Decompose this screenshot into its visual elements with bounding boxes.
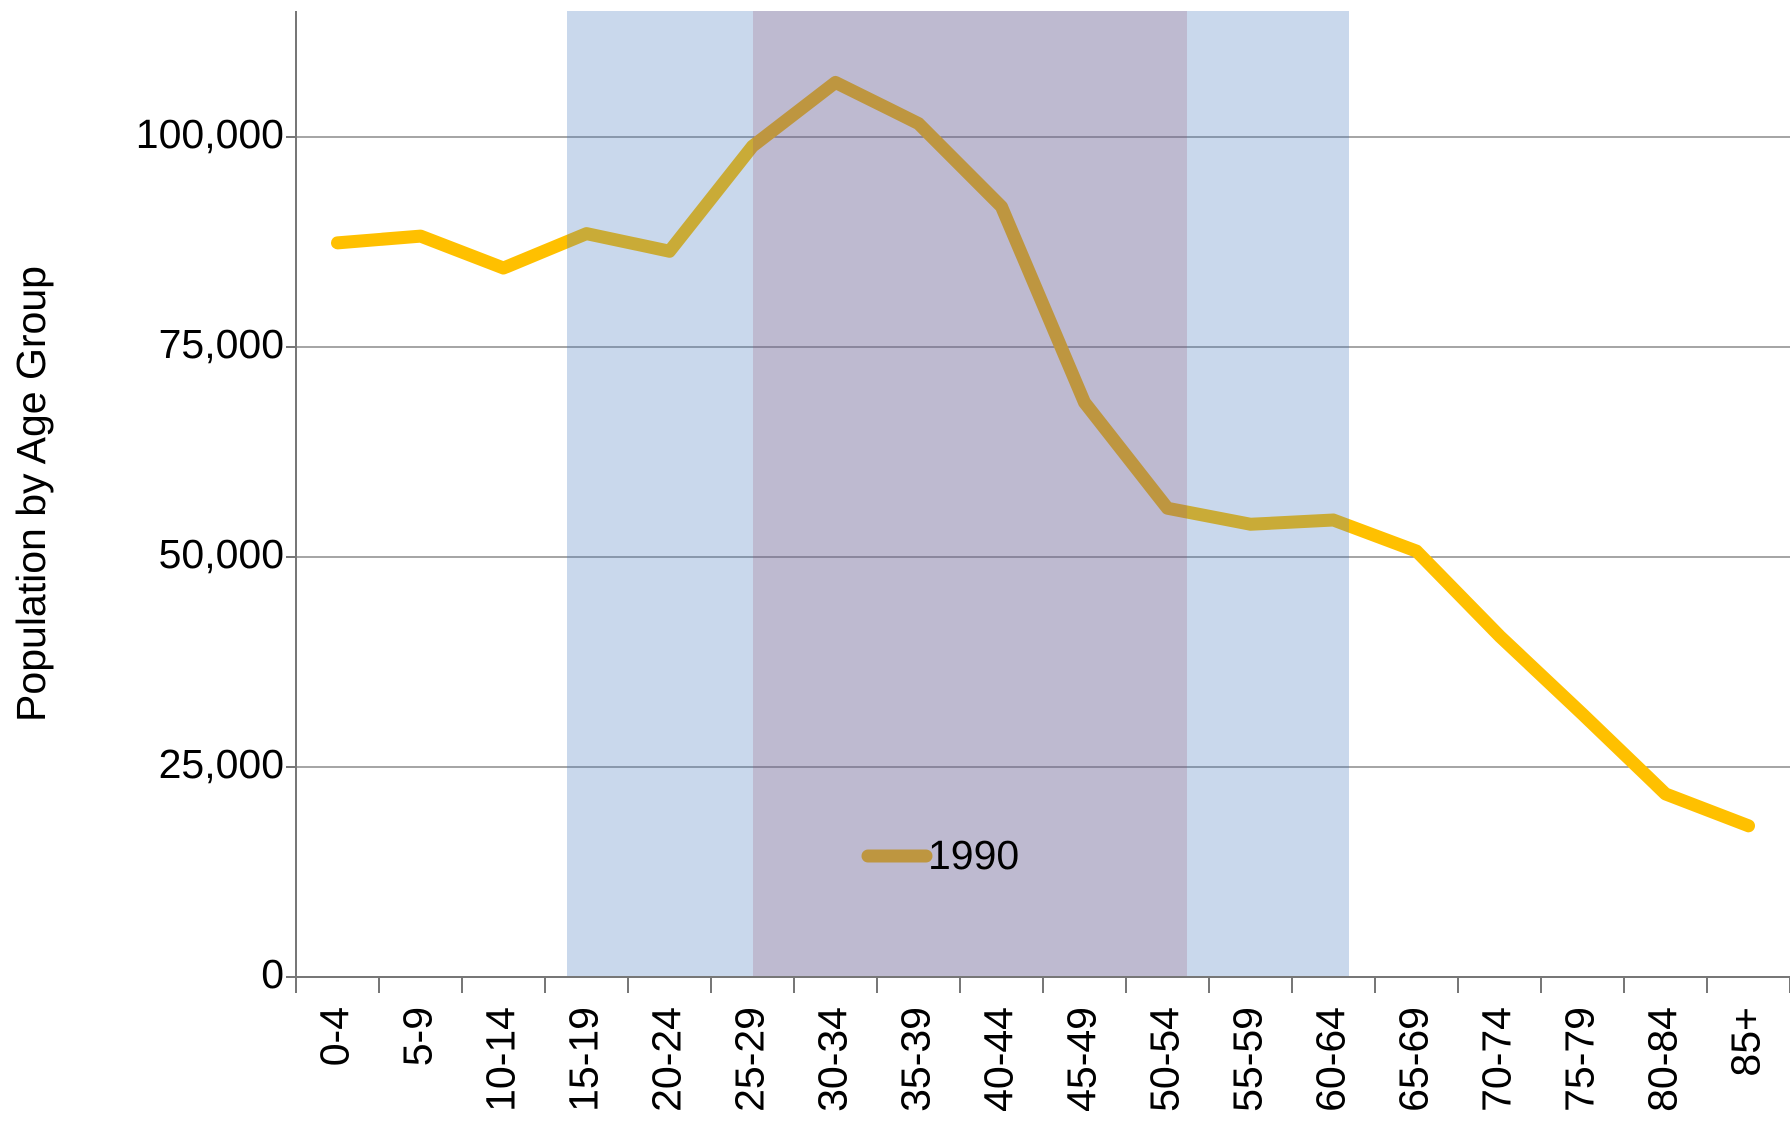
x-tick-label: 65-69 <box>1390 1007 1436 1112</box>
series-layer <box>331 75 1755 863</box>
highlight-band-outer <box>567 11 1349 977</box>
x-tick-label: 55-59 <box>1224 1007 1270 1112</box>
x-tick-label: 30-34 <box>809 1007 855 1112</box>
x-tick-label: 40-44 <box>975 1007 1021 1112</box>
x-tick-label: 50-54 <box>1141 1007 1187 1112</box>
x-tick-label: 85+ <box>1722 1007 1768 1077</box>
x-tick-label: 25-29 <box>726 1007 772 1112</box>
highlight-band-inner <box>753 11 1187 977</box>
legend-label: 1990 <box>928 832 1019 878</box>
y-axis-title: Population by Age Group <box>8 266 54 722</box>
x-tick-label: 80-84 <box>1639 1007 1685 1112</box>
axes-layer: 0-4 5-9 10-14 15-19 20-24 25-29 30-34 35-39 40-4… <box>286 11 1790 1112</box>
series-line <box>331 75 1755 833</box>
x-tick-label: 45-49 <box>1058 1007 1104 1112</box>
x-tick-label: 20-24 <box>643 1007 689 1112</box>
x-tick-label: 70-74 <box>1473 1007 1519 1112</box>
y-tick-label: 0 <box>261 951 284 997</box>
y-tick-label: 100,000 <box>136 111 284 157</box>
y-tick-label: 75,000 <box>159 321 284 367</box>
plot-base: 0 25,000 50,000 75,000 100,000 <box>136 111 1790 997</box>
x-tick-label: 35-39 <box>892 1007 938 1112</box>
x-tick-label: 10-14 <box>477 1007 523 1112</box>
x-tick-label: 75-79 <box>1556 1007 1602 1112</box>
x-tick-label: 0-4 <box>311 1007 357 1066</box>
x-tick-label: 60-64 <box>1307 1007 1353 1112</box>
x-tick-label: 5-9 <box>394 1007 440 1066</box>
y-tick-label: 50,000 <box>159 531 284 577</box>
x-tick-label: 15-19 <box>560 1007 606 1112</box>
y-tick-label: 25,000 <box>159 741 284 787</box>
